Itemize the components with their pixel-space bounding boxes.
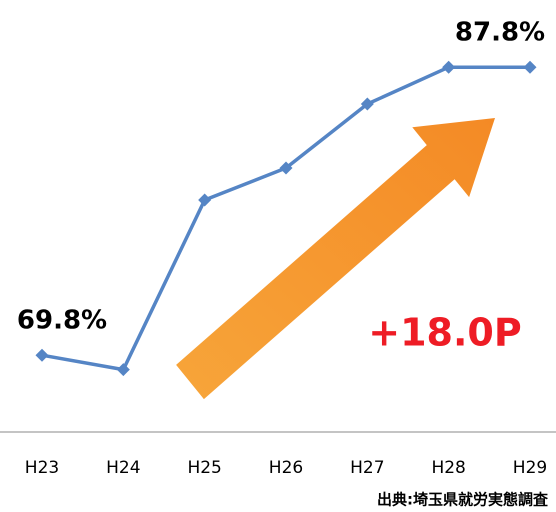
x-tick-label: H29 <box>513 458 547 478</box>
marker <box>523 60 537 74</box>
marker <box>442 60 456 74</box>
x-tick-label: H25 <box>187 458 221 478</box>
x-tick-label: H28 <box>431 458 465 478</box>
marker <box>116 363 130 377</box>
x-tick-label: H23 <box>25 458 59 478</box>
annotation: +18.0P <box>368 311 521 355</box>
marker <box>360 97 374 111</box>
marker <box>35 348 49 362</box>
data-label: 87.8% <box>455 18 545 48</box>
source: 出典:埼玉県就労実態調査 <box>377 491 549 509</box>
x-tick-label: H26 <box>269 458 303 478</box>
x-tick-label: H27 <box>350 458 384 478</box>
marker <box>198 193 212 207</box>
data-label: 69.8% <box>17 306 107 336</box>
x-tick-label: H24 <box>106 458 140 478</box>
marker <box>279 161 293 175</box>
trend-arrow <box>176 118 495 400</box>
